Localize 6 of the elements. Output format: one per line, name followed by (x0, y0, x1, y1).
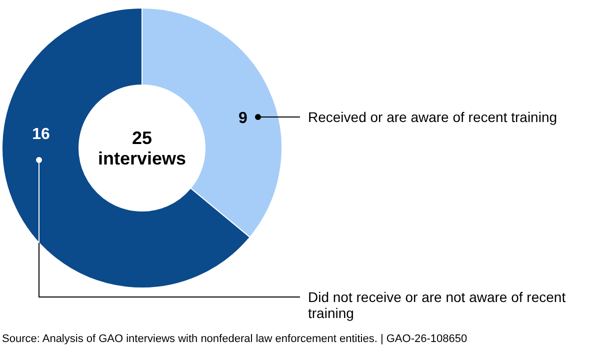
data-label: 9 (238, 110, 248, 127)
slice-label: Did not receive or are not aware of recent training (308, 289, 566, 322)
text: 25 interviews (98, 128, 186, 169)
data-label: 16 (32, 126, 50, 143)
source-note: Source: Analysis of GAO interviews with nonfederal law enforcement entities. | GAO-26-108650 (2, 333, 468, 345)
slice-label: Received or are aware of recent training (308, 109, 558, 125)
